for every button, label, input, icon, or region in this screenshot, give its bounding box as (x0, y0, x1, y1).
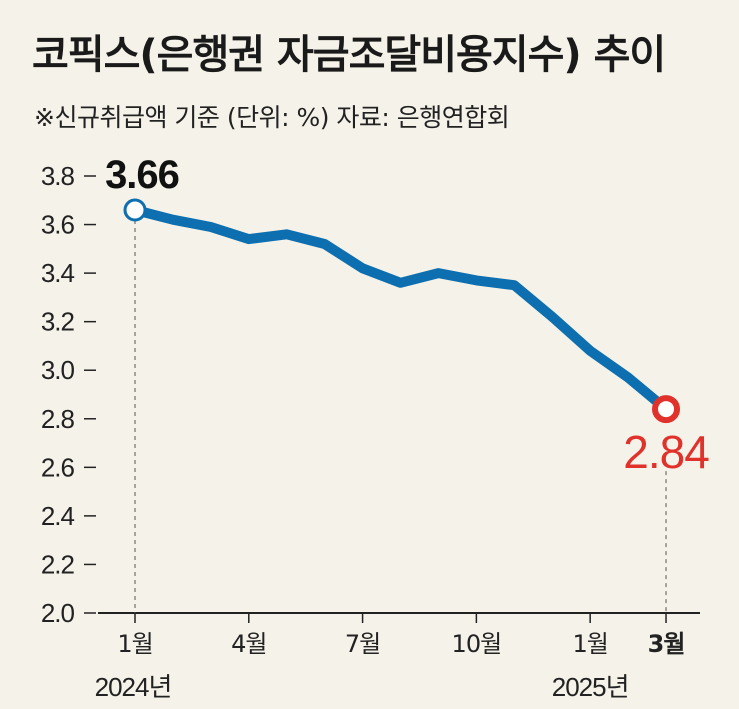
end-marker (652, 395, 681, 424)
year-label: 2025년 (552, 672, 629, 702)
y-tick-label: 2.6 (41, 452, 75, 482)
data-point (510, 281, 519, 290)
data-point (358, 264, 367, 273)
x-tick-label: 1월 (117, 630, 152, 658)
start-value-label: 3.66 (105, 153, 179, 197)
guide-lines (134, 219, 667, 613)
end-value-label: 2.84 (623, 426, 709, 478)
data-point (282, 230, 291, 239)
year-label: 2024년 (95, 672, 172, 702)
data-point (548, 312, 557, 321)
data-point (396, 278, 405, 287)
axes: 3.8 3.6 3.4 3.2 3.0 2.8 2.6 2.4 2.2 2.0 1월 4월 7월 10월 1… (41, 161, 700, 702)
x-tick-label: 7월 (345, 630, 380, 658)
series-line (130, 205, 671, 415)
x-tick-label: 3월 (648, 630, 685, 658)
data-point (244, 235, 253, 244)
y-tick-label: 2.8 (41, 404, 75, 434)
y-tick-label: 3.6 (41, 210, 75, 240)
data-point (168, 215, 177, 224)
y-tick-label: 2.2 (41, 549, 75, 579)
x-tick-label: 1월 (572, 630, 607, 658)
x-tick-label: 4월 (231, 630, 266, 658)
y-tick-label: 3.2 (41, 307, 75, 337)
y-tick-label: 3.0 (41, 355, 75, 385)
series (130, 205, 671, 415)
chart-subtitle: ※신규취급액 기준 (단위: %) 자료: 은행연합회 (34, 103, 510, 132)
data-point (434, 269, 443, 278)
data-point (586, 346, 595, 355)
y-tick-label: 2.0 (41, 598, 75, 628)
x-tick-label: 10월 (452, 630, 502, 658)
y-tick-label: 3.4 (41, 258, 75, 288)
data-point (206, 222, 215, 231)
data-point (624, 373, 633, 382)
start-marker (123, 198, 147, 222)
y-tick-label: 2.4 (41, 501, 75, 531)
chart-title: 코픽스(은행권 자금조달비용지수) 추이 (32, 32, 666, 78)
data-point (472, 276, 481, 285)
markers (123, 198, 681, 424)
data-point (320, 239, 329, 248)
labels: 3.66 2.84 (105, 153, 710, 478)
y-tick-label: 3.8 (41, 161, 75, 191)
